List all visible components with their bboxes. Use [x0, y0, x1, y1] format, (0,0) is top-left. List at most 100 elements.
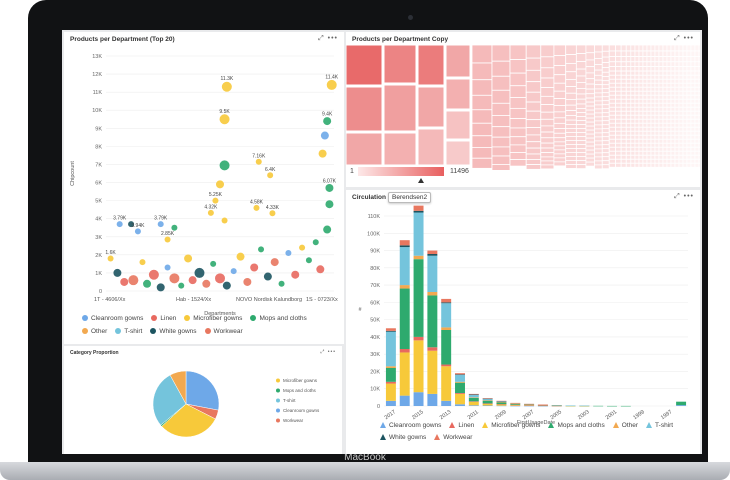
legend-item[interactable]: Cleanroom gowns	[380, 420, 441, 432]
treemap-cell	[565, 63, 577, 73]
treemap-cell	[585, 149, 595, 155]
bar-segment	[413, 212, 424, 256]
treemap-cell	[690, 98, 696, 104]
more-icon[interactable]: •••	[683, 35, 694, 42]
treemap-cell	[682, 86, 688, 92]
x-tick-label: 2017	[384, 409, 397, 421]
pie-chart: Microfiber gowns Mops and cloths T-shirt Cl…	[152, 370, 320, 438]
treemap-cell	[608, 102, 616, 108]
treemap-cell	[634, 154, 640, 160]
treemap-cell	[615, 86, 622, 92]
treemap-cell	[694, 70, 700, 76]
treemap-cell	[575, 124, 587, 130]
treemap-cell	[654, 138, 660, 144]
treemap-cell	[585, 133, 595, 139]
treemap-cell	[417, 86, 445, 128]
legend-item[interactable]: Linen	[449, 420, 474, 432]
legend-item[interactable]: T-shirt	[115, 325, 142, 338]
treemap-cell	[650, 78, 656, 84]
treemap-cell	[630, 138, 636, 144]
legend-item[interactable]: Workwear	[434, 432, 472, 444]
treemap-cell	[674, 122, 680, 128]
treemap-cell	[658, 50, 664, 57]
treemap-cell	[553, 117, 567, 124]
treemap-cell	[694, 146, 700, 152]
panel-tools[interactable]: ⤢ •••	[674, 193, 694, 201]
treemap-cell	[670, 126, 676, 132]
treemap-cell	[678, 82, 684, 88]
treemap-cell	[670, 74, 676, 80]
legend-item[interactable]: Other	[612, 420, 638, 432]
more-icon[interactable]: •••	[327, 349, 336, 355]
expand-icon[interactable]: ⤢	[674, 35, 681, 42]
treemap-cell	[634, 114, 640, 120]
legend-item[interactable]: Microfiber gowns	[482, 420, 540, 432]
treemap-cell	[565, 45, 577, 55]
treemap-cell	[625, 158, 632, 164]
treemap-cell	[509, 107, 527, 119]
treemap-cell	[615, 94, 622, 100]
legend-item[interactable]: Workwear	[204, 325, 243, 338]
treemap-cell	[694, 162, 700, 168]
treemap-cell	[608, 110, 616, 116]
treemap-cell	[650, 158, 656, 164]
treemap-cell	[553, 149, 567, 155]
treemap-cell	[694, 142, 700, 148]
treemap-cell	[698, 70, 700, 76]
treemap-cell	[642, 114, 648, 120]
treemap-cell	[654, 142, 660, 148]
bar-segment	[579, 405, 590, 407]
treemap-cell	[698, 82, 700, 88]
treemap-cell	[565, 148, 577, 153]
treemap-cell	[585, 45, 595, 54]
panel-tools[interactable]: ⤢ •••	[674, 35, 694, 43]
treemap-cell	[646, 86, 652, 92]
treemap-cell	[525, 134, 542, 143]
expand-icon[interactable]: ⤢	[320, 349, 326, 355]
bar-segment	[441, 302, 452, 304]
treemap-cell	[646, 110, 652, 116]
more-icon[interactable]: •••	[327, 35, 338, 42]
treemap-cell	[638, 138, 644, 144]
treemap-cell	[698, 106, 700, 112]
panel-tools[interactable]: ⤢ •••	[320, 349, 336, 355]
data-label: 3.79K	[154, 216, 168, 222]
treemap-cell	[654, 134, 660, 140]
treemap-cell	[634, 130, 640, 136]
legend-item[interactable]: Mops and cloths	[548, 420, 605, 432]
treemap-cell	[553, 122, 567, 129]
legend-item[interactable]: White gowns	[380, 432, 426, 444]
more-icon[interactable]: •••	[683, 193, 694, 200]
treemap-cell	[601, 112, 610, 118]
pie-slice	[169, 370, 187, 405]
treemap-cell	[625, 70, 632, 76]
treemap-cell	[594, 108, 603, 114]
treemap-cell	[662, 66, 668, 72]
legend-marker-icon	[449, 422, 456, 429]
legend-item[interactable]: Microfiber gowns	[184, 312, 242, 325]
scatter-point	[107, 255, 114, 262]
y-axis-label: Chipcount	[70, 161, 76, 186]
treemap-cell	[585, 121, 595, 127]
treemap-cell	[642, 106, 648, 112]
legend-item[interactable]: White gowns	[150, 325, 197, 338]
treemap-cell	[658, 74, 664, 80]
treemap-cell	[575, 120, 587, 126]
treemap-cell	[686, 154, 692, 160]
bar-segment	[413, 336, 424, 341]
treemap-cell	[620, 118, 627, 124]
legend-item[interactable]: Linen	[151, 312, 176, 325]
panel-tools[interactable]: ⤢ •••	[318, 35, 338, 43]
legend-item[interactable]: Cleanroom gowns	[82, 312, 143, 325]
legend-item[interactable]: Mops and cloths	[250, 312, 307, 325]
legend-item[interactable]: T-shirt	[646, 420, 673, 432]
legend-item[interactable]: Other	[82, 325, 107, 338]
expand-icon[interactable]: ⤢	[674, 193, 681, 200]
treemap-cell	[694, 86, 700, 92]
treemap-cell	[654, 126, 660, 132]
expand-icon[interactable]: ⤢	[318, 35, 325, 42]
treemap-cell	[642, 150, 648, 156]
treemap-cell	[585, 93, 595, 99]
treemap-panel-title: Products per Department Copy	[352, 36, 449, 43]
treemap-cell	[615, 98, 622, 104]
